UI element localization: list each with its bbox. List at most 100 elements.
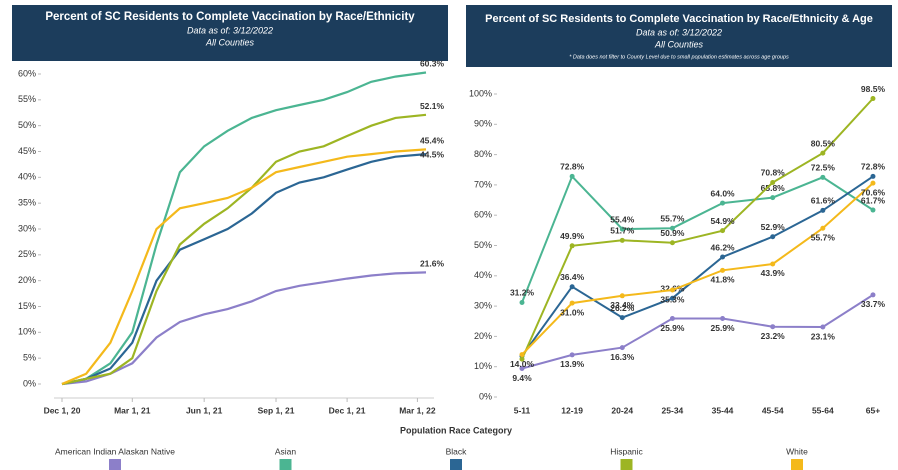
series-line — [521, 97, 874, 360]
value-label: 13.9% — [560, 359, 585, 369]
value-label: 16.3% — [610, 352, 635, 362]
legend-label: Hispanic — [610, 446, 643, 456]
y-tick-label: 10% — [474, 361, 492, 371]
value-label: 31.2% — [510, 288, 535, 298]
series-line — [61, 153, 427, 386]
point — [720, 254, 726, 260]
point — [870, 292, 876, 298]
y-tick-label: 30% — [18, 223, 36, 233]
value-label: 52.9% — [761, 222, 786, 232]
point — [770, 195, 776, 201]
y-tick-label: 20% — [18, 275, 36, 285]
y-tick-label: 60% — [474, 210, 492, 220]
series-line — [521, 294, 874, 370]
point — [770, 324, 776, 330]
point — [619, 293, 625, 299]
legend-title: Population Race Category — [400, 425, 512, 435]
value-label: 60.3% — [420, 59, 445, 69]
y-tick-label: 90% — [474, 119, 492, 129]
point — [820, 225, 826, 231]
legend-swatch — [109, 459, 121, 470]
x-tick-label: 45-54 — [762, 405, 784, 415]
y-tick-label: 20% — [474, 331, 492, 341]
value-label: 55.4% — [610, 214, 635, 224]
value-label: 44.5% — [420, 149, 445, 159]
value-label: 31.0% — [560, 307, 585, 317]
value-label: 72.8% — [861, 162, 886, 172]
value-label: 61.6% — [811, 196, 836, 206]
point — [569, 243, 575, 249]
point — [770, 234, 776, 240]
x-tick-label: 65+ — [866, 405, 880, 415]
y-tick-label: 45% — [18, 146, 36, 156]
value-label: 25.9% — [660, 323, 685, 333]
value-label: 55.7% — [811, 232, 836, 242]
value-label: 80.5% — [811, 138, 836, 148]
point — [770, 179, 776, 185]
x-tick-label: Mar 1, 22 — [399, 405, 436, 415]
value-label: 52.1% — [420, 101, 445, 111]
point — [870, 180, 876, 186]
x-tick-label: Dec 1, 20 — [44, 405, 81, 415]
point — [870, 173, 876, 179]
point — [720, 228, 726, 234]
value-label: 49.9% — [560, 231, 585, 241]
point — [669, 225, 675, 231]
series-line — [521, 175, 874, 357]
y-tick-label: 80% — [474, 149, 492, 159]
series-line — [61, 71, 427, 386]
point — [619, 237, 625, 243]
value-label: 45.4% — [420, 136, 445, 146]
legend-swatch — [450, 459, 462, 470]
point — [720, 267, 726, 273]
value-label: 23.1% — [811, 331, 836, 341]
point — [569, 173, 575, 179]
left-header — [12, 5, 448, 61]
value-label: 14.0% — [510, 359, 535, 369]
y-tick-label: 40% — [474, 270, 492, 280]
series-line — [521, 182, 874, 356]
y-tick-label: 35% — [18, 198, 36, 208]
legend-swatch — [279, 459, 292, 470]
point — [669, 287, 675, 293]
value-label: 21.6% — [420, 259, 445, 269]
x-tick-label: Sep 1, 21 — [258, 405, 295, 415]
x-tick-label: 55-64 — [812, 405, 834, 415]
series-line — [61, 271, 427, 386]
value-label: 9.4% — [512, 373, 532, 383]
value-label: 25.9% — [711, 323, 736, 333]
x-tick-label: 20-24 — [611, 405, 633, 415]
point — [519, 356, 525, 362]
point — [720, 316, 726, 322]
value-label: 65.8% — [761, 183, 786, 193]
point — [519, 352, 525, 358]
value-label: 50.9% — [660, 228, 685, 238]
value-label: 51.7% — [610, 226, 635, 236]
left-title: Percent of SC Residents to Complete Vacc… — [45, 11, 415, 23]
point — [820, 150, 826, 156]
point — [569, 284, 575, 290]
right-header — [466, 5, 892, 67]
point — [770, 261, 776, 267]
y-tick-label: 5% — [23, 353, 36, 363]
point — [820, 174, 826, 180]
value-label: 70.8% — [761, 168, 786, 178]
y-tick-label: 30% — [474, 300, 492, 310]
value-label: 46.2% — [711, 242, 736, 252]
y-tick-label: 50% — [18, 120, 36, 130]
series-line — [521, 174, 874, 303]
value-label: 26.2% — [610, 303, 635, 313]
y-tick-label: 55% — [18, 94, 36, 104]
y-tick-label: 0% — [479, 391, 492, 401]
value-label: 35.3% — [660, 294, 685, 304]
point — [519, 366, 525, 372]
right-title: Percent of SC Residents to Complete Vacc… — [485, 13, 873, 25]
x-tick-label: Dec 1, 21 — [329, 405, 366, 415]
series-line — [61, 113, 427, 386]
y-tick-label: 50% — [474, 240, 492, 250]
value-label: 61.7% — [861, 195, 886, 205]
point — [569, 300, 575, 306]
value-label: 36.4% — [560, 272, 585, 282]
y-tick-label: 40% — [18, 172, 36, 182]
point — [669, 316, 675, 322]
